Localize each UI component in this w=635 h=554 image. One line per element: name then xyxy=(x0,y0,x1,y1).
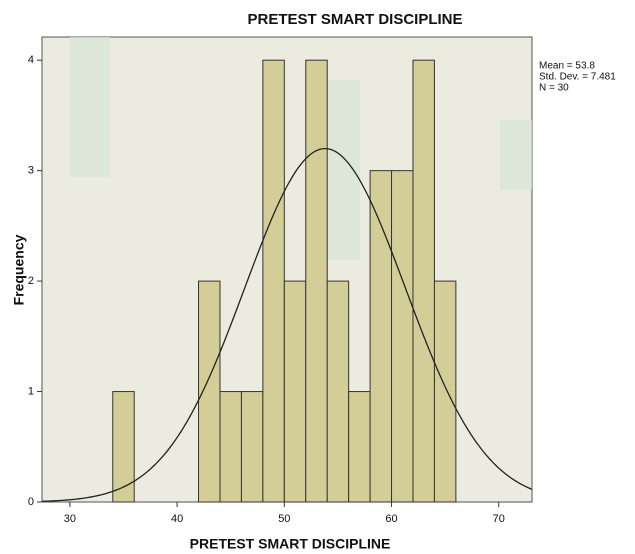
bar xyxy=(326,280,350,503)
bar xyxy=(433,280,457,503)
bar xyxy=(262,59,285,503)
bar xyxy=(412,59,435,503)
stat-text: Mean = 53.8 xyxy=(539,61,595,72)
chart-title: PRETEST SMART DISCIPLINE xyxy=(247,11,462,28)
bar xyxy=(240,391,264,503)
y-tick-label: 2 xyxy=(28,275,34,287)
x-tick-label: 30 xyxy=(64,513,76,525)
stat-text: Std. Dev. = 7.481 xyxy=(539,72,616,83)
bar xyxy=(305,59,328,503)
bar xyxy=(391,170,414,503)
y-tick-label: 3 xyxy=(28,165,34,177)
bar xyxy=(198,280,221,503)
x-tick-label: 60 xyxy=(385,513,397,525)
bar xyxy=(112,391,135,503)
x-tick-label: 40 xyxy=(171,513,183,525)
y-axis-label: Frequency xyxy=(11,234,27,305)
bar xyxy=(369,170,393,503)
x-tick-label: 50 xyxy=(278,513,290,525)
stat-text: N = 30 xyxy=(539,83,569,94)
x-tick-label: 70 xyxy=(493,513,505,525)
bar xyxy=(219,391,242,503)
bar xyxy=(283,280,307,503)
y-tick-label: 0 xyxy=(28,496,34,508)
bar xyxy=(348,391,371,503)
y-tick-label: 1 xyxy=(28,385,34,397)
x-axis-label: PRETEST SMART DISCIPLINE xyxy=(190,536,391,552)
y-tick-label: 4 xyxy=(28,54,34,66)
normal-curve xyxy=(41,147,533,502)
